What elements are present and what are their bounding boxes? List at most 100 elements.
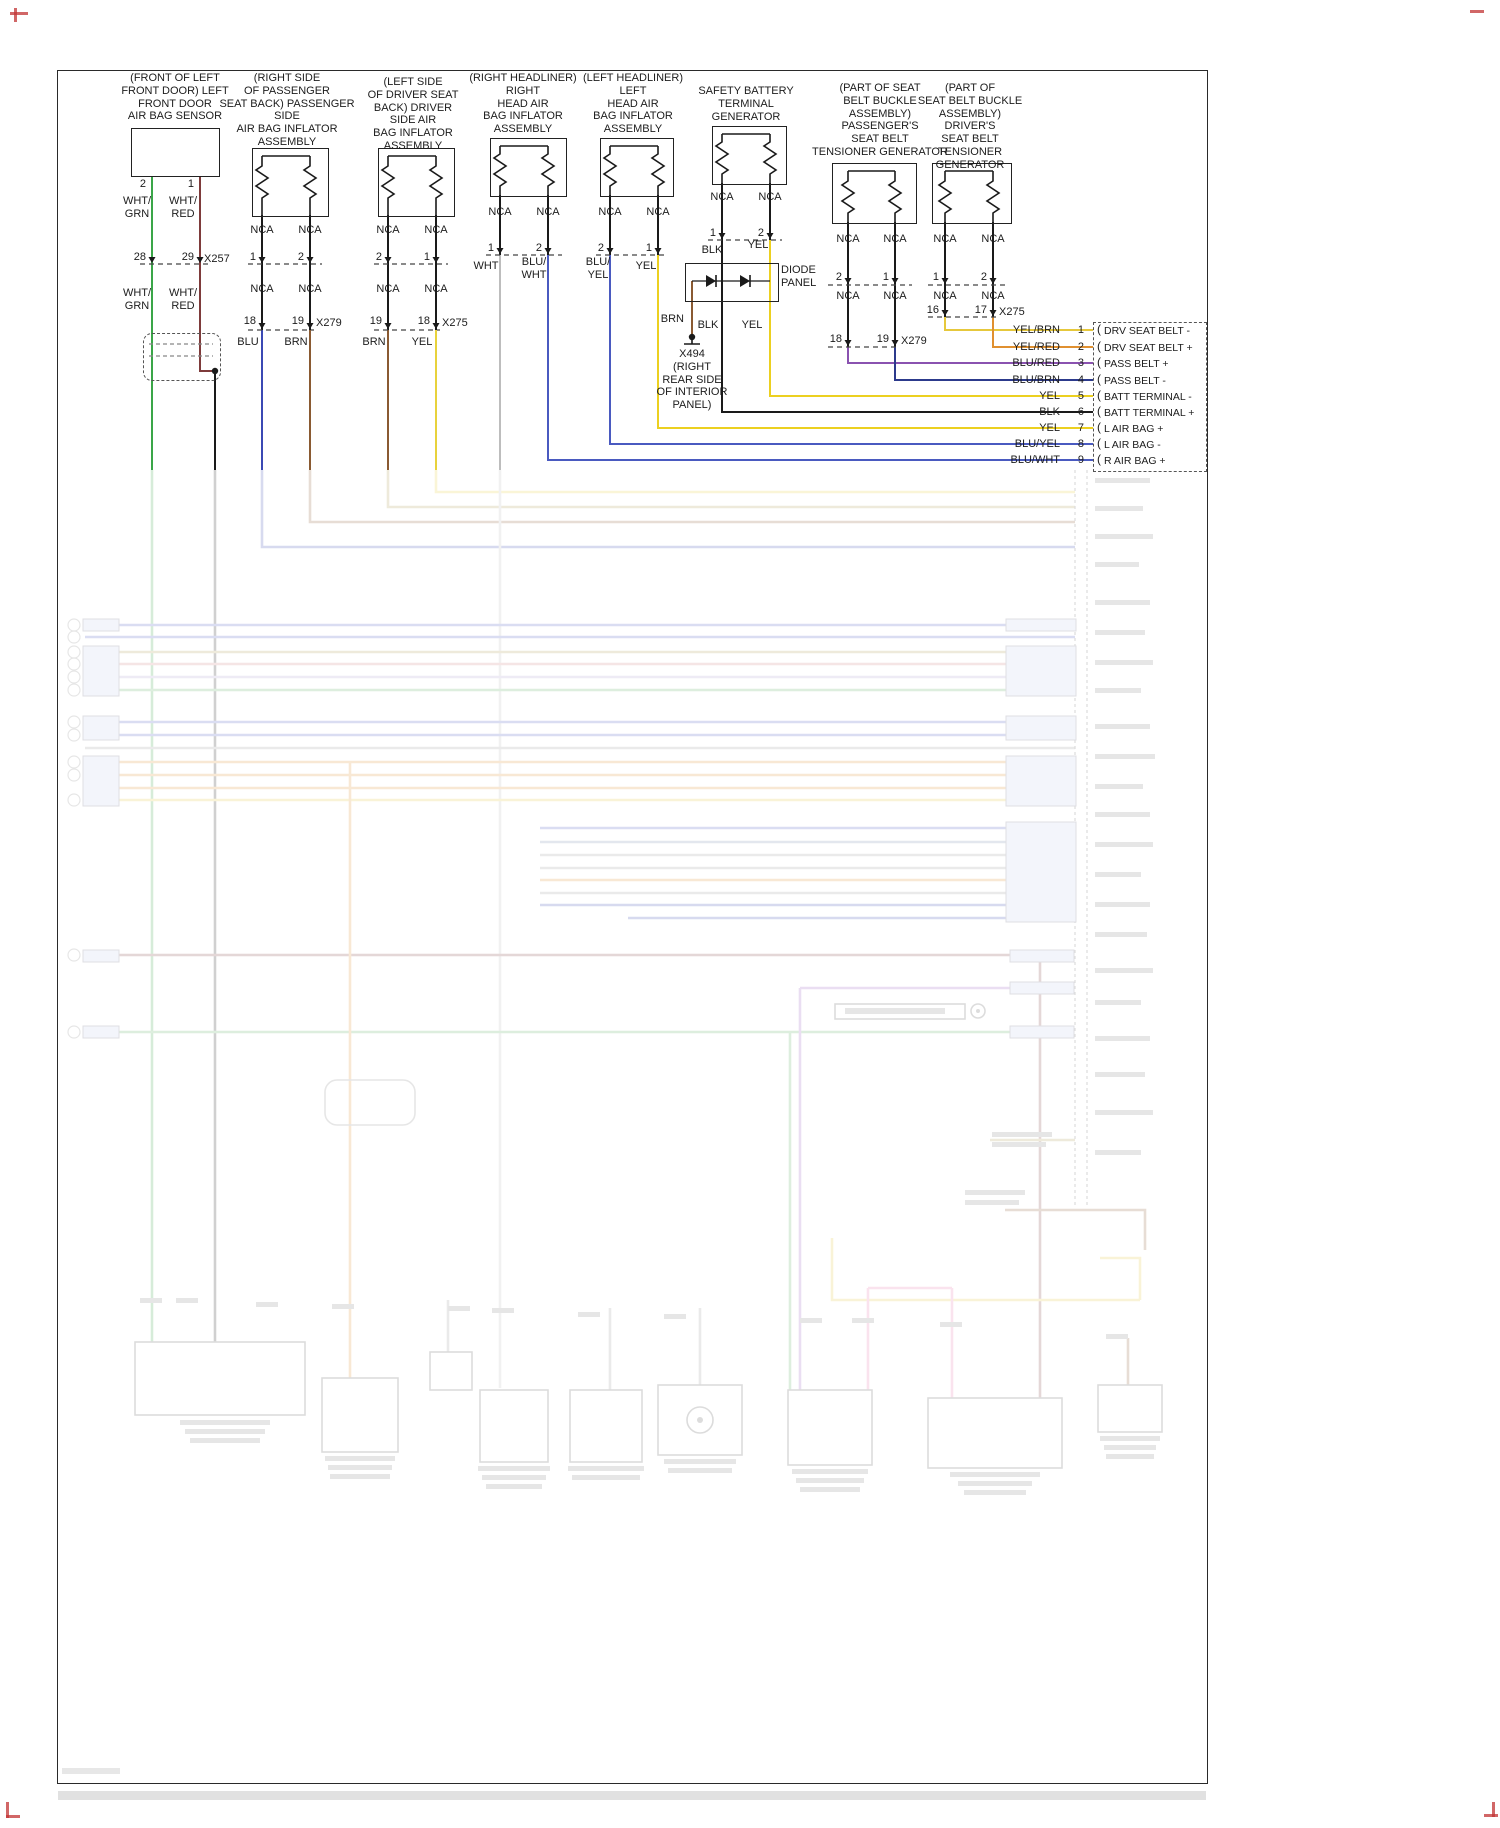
wire-color-label: YEL: [411, 336, 433, 348]
diagram-frame: [57, 70, 1208, 1784]
nca-label: NCA: [933, 233, 957, 245]
nca-label: NCA: [883, 233, 907, 245]
wire-blu-red: [847, 347, 1093, 364]
registration-mark: [1484, 1814, 1498, 1817]
wire-color-label: YEL: [741, 319, 763, 331]
label-driver-tensioner: (PART OF SEAT BELT BUCKLE ASSEMBLY) DRIV…: [917, 82, 1023, 171]
ecu-signal-label: BATT TERMINAL +: [1104, 407, 1195, 419]
box-driver-tensioner: [932, 163, 1012, 224]
nca-label: NCA: [646, 206, 670, 218]
pin-number: 1: [882, 271, 889, 283]
pin-number: 28: [133, 251, 146, 263]
connector-bracket: (: [1097, 404, 1101, 418]
faded-lower-diagram: [62, 470, 1163, 1774]
ecu-pin-number: 5: [1077, 390, 1084, 402]
pin-number: 2: [139, 178, 146, 190]
connector-label-x257: X257: [204, 253, 230, 265]
wire-color-label: YEL: [747, 239, 769, 251]
nca-label: NCA: [298, 283, 322, 295]
nca-label: NCA: [933, 290, 957, 302]
pin-number: 1: [932, 271, 939, 283]
wire-yel-l-airbag: [657, 255, 1093, 429]
box-diode-panel: [685, 263, 779, 302]
ground-symbol: [684, 337, 700, 345]
connector-label-x279: X279: [901, 335, 927, 347]
nca-label: NCA: [883, 290, 907, 302]
wire-blu-wht: [547, 255, 1093, 461]
ecu-pin-number: 1: [1077, 324, 1084, 336]
ecu-wire-label: BLU/BRN: [1012, 374, 1060, 386]
registration-mark: [6, 1815, 20, 1818]
wire-yel-brn: [944, 317, 1093, 331]
ecu-wire-label: BLU/YEL: [1014, 438, 1060, 450]
nca-label: NCA: [981, 290, 1005, 302]
ecu-pin-number: 7: [1077, 422, 1084, 434]
wire-blu-yel: [609, 255, 1093, 445]
wire-color-label: WHT: [473, 260, 499, 272]
pin-number: 2: [835, 271, 842, 283]
connector-bracket: (: [1097, 452, 1101, 466]
registration-mark: [6, 1802, 9, 1818]
wire-color-label: WHT/ RED: [168, 195, 198, 220]
connector-label-x275: X275: [442, 317, 468, 329]
wire-color-label: BRN: [284, 336, 308, 348]
ecu-pin-number: 2: [1077, 341, 1084, 353]
label-driver-inflator: (LEFT SIDE OF DRIVER SEAT BACK) DRIVER S…: [367, 76, 459, 152]
pin-number: 16: [926, 304, 939, 316]
pin-number: 1: [187, 178, 194, 190]
pin-number: 19: [369, 315, 382, 327]
footer-band: [58, 1791, 1206, 1800]
label-lf-door-sensor: (FRONT OF LEFT FRONT DOOR) LEFT FRONT DO…: [121, 72, 229, 123]
connector-bracket: (: [1097, 322, 1101, 336]
ecu-signal-label: BATT TERMINAL -: [1104, 391, 1192, 403]
nca-label: NCA: [250, 283, 274, 295]
nca-label: NCA: [488, 206, 512, 218]
nca-label: NCA: [424, 283, 448, 295]
wire-color-label: BLU: [237, 336, 259, 348]
wire-color-label: BLK: [701, 244, 723, 256]
connector-bracket: (: [1097, 436, 1101, 450]
box-passenger-inflator: [252, 148, 329, 217]
wire-color-label: BRN: [362, 336, 386, 348]
pin-number: 1: [249, 251, 256, 263]
component-symbols: [254, 133, 1001, 222]
nca-label: NCA: [758, 191, 782, 203]
connector-bracket: (: [1097, 372, 1101, 386]
wire-color-label: WHT/ GRN: [122, 195, 152, 220]
registration-mark: [14, 8, 17, 22]
registration-mark: [1492, 1802, 1495, 1817]
ecu-wire-label: YEL/RED: [1012, 341, 1060, 353]
wire-color-label: BRN: [660, 313, 684, 325]
pin-number: 2: [375, 251, 382, 263]
ecu-pin-number: 3: [1077, 357, 1084, 369]
nca-label: NCA: [836, 233, 860, 245]
label-ground-x494: X494 (RIGHT REAR SIDE OF INTERIOR PANEL): [656, 348, 728, 411]
nca-label: NCA: [298, 224, 322, 236]
wire-blk-batt: [721, 300, 1093, 413]
pin-number: 2: [757, 227, 764, 239]
box-left-head-inflator: [600, 138, 674, 197]
box-passenger-tensioner: [832, 163, 917, 224]
pin-number: 18: [829, 333, 842, 345]
connector-bracket: (: [1097, 420, 1101, 434]
ecu-signal-label: L AIR BAG -: [1104, 439, 1161, 451]
pin-number: 2: [980, 271, 987, 283]
wire-blu-brn: [894, 347, 1093, 381]
ecu-pin-number: 9: [1077, 454, 1084, 466]
ecu-signal-label: PASS BELT +: [1104, 358, 1169, 370]
label-passenger-tensioner: (PART OF SEAT BELT BUCKLE ASSEMBLY) PASS…: [812, 82, 948, 158]
connector-bracket: (: [1097, 388, 1101, 402]
connector-bracket: (: [1097, 355, 1101, 369]
nca-label: NCA: [424, 224, 448, 236]
pin-number: 1: [709, 227, 716, 239]
pin-number: 2: [597, 242, 604, 254]
wire-wht-red: [199, 176, 215, 372]
pin-number: 19: [876, 333, 889, 345]
label-left-head-inflator: (LEFT HEADLINER) LEFT HEAD AIR BAG INFLA…: [582, 72, 684, 135]
connector-label-x279: X279: [316, 317, 342, 329]
nca-label: NCA: [710, 191, 734, 203]
airbag-ecu-connector-box: [1093, 322, 1207, 472]
ecu-wire-label: YEL: [1039, 422, 1060, 434]
